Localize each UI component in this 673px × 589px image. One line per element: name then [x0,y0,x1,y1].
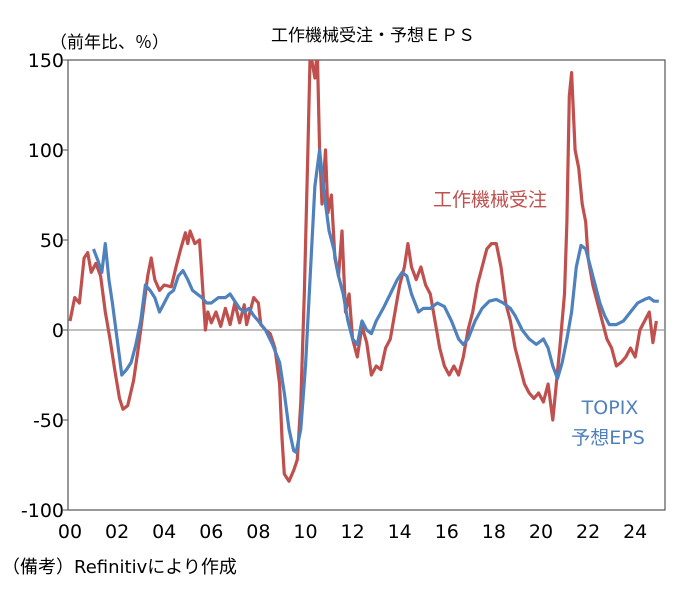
x-tick-label: 20 [529,521,553,543]
x-tick-label: 14 [388,521,412,543]
footnote: （備考）Refinitivにより作成 [2,557,237,578]
x-tick-label: 24 [623,521,647,543]
x-tick-label: 12 [341,521,365,543]
y-tick-label: 0 [52,320,64,342]
series-label-eps: 予想EPS [571,427,645,449]
y-tick-label: -100 [21,500,64,522]
plot-area [67,59,666,511]
x-tick-label: 02 [105,521,129,543]
series-line-machine-tool-orders [68,60,658,483]
y-tick-label: 100 [28,140,64,162]
y-tick-label: 50 [40,230,64,252]
series-label-machine-tool-orders: 工作機械受注 [433,189,547,211]
y-tick-label: 150 [28,50,64,72]
x-tick-label: 10 [293,521,317,543]
x-tick-label: 06 [199,521,223,543]
y-axis-label: （前年比、％） [50,33,169,53]
x-tick-label: 16 [435,521,459,543]
x-tick-label: 18 [482,521,506,543]
chart-title: 工作機械受注・予想ＥＰＳ [271,26,475,46]
x-tick-label: 04 [152,521,176,543]
x-tick-label: 22 [576,521,600,543]
x-tick-label: 08 [246,521,270,543]
x-tick-label: 00 [58,521,82,543]
series-line-topix-eps [92,148,659,454]
series-label-topix: TOPIX [581,397,639,419]
y-tick-label: -50 [33,410,64,432]
